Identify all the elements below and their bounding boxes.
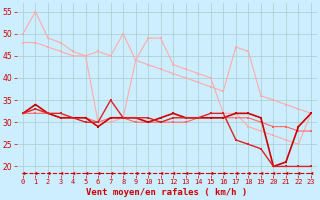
X-axis label: Vent moyen/en rafales ( km/h ): Vent moyen/en rafales ( km/h ): [86, 188, 248, 197]
